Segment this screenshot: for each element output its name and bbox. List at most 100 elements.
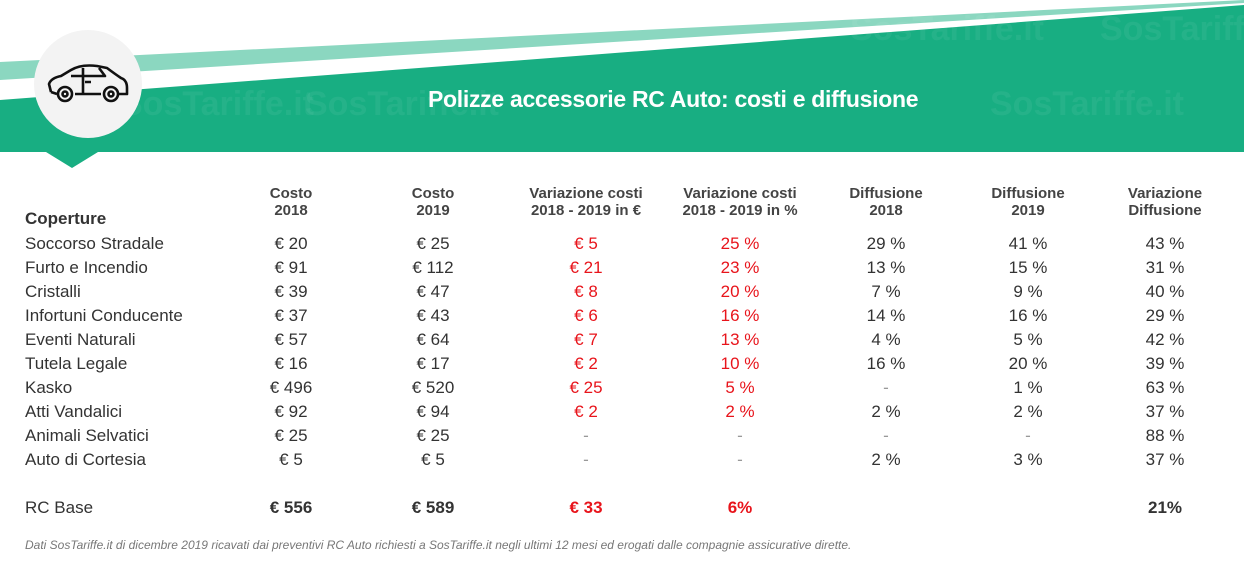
- watermark: SosTariffe.it: [120, 85, 314, 123]
- watermark: SosTariffe.it: [850, 10, 1044, 48]
- table-cell: € 43: [416, 306, 450, 325]
- header-banner: [0, 0, 1244, 168]
- table-cell: 31 %: [1145, 258, 1185, 277]
- row-label: Tutela Legale: [25, 354, 128, 373]
- table-cell: -: [737, 426, 743, 445]
- row-header-label: Coperture: [25, 209, 107, 228]
- table-cell: -: [737, 450, 743, 469]
- table-cell: 29 %: [1145, 306, 1185, 325]
- table-cell: 41 %: [1008, 234, 1048, 253]
- car-icon: [47, 64, 129, 103]
- total-row-label: RC Base: [25, 498, 94, 517]
- table-cell: 16 %: [1008, 306, 1048, 325]
- column-header: Diffusione 2019: [991, 185, 1064, 219]
- column-header-line: Costo: [411, 185, 455, 202]
- table-cell: 4 %: [871, 330, 901, 349]
- column-header: Costo 2019: [412, 185, 455, 219]
- table-cell: € 496: [269, 378, 313, 397]
- watermark: SosTariffe.it: [305, 85, 499, 123]
- table-cell: 37 %: [1145, 450, 1185, 469]
- total-cell: € 556: [269, 498, 313, 517]
- table-cell: 2 %: [725, 402, 755, 421]
- table-cell: € 520: [411, 378, 455, 397]
- table-cell: 2 %: [1013, 402, 1043, 421]
- column-header-line: 2018 - 2019 in €: [530, 202, 642, 219]
- table-cell: 13 %: [866, 258, 906, 277]
- table-cell: 3 %: [1013, 450, 1043, 469]
- table-cell: 42 %: [1145, 330, 1185, 349]
- table-cell: € 25: [416, 426, 450, 445]
- column-header: Variazione costi 2018 - 2019 in %: [682, 185, 797, 219]
- table-cell: € 57: [274, 330, 308, 349]
- table-cell: 88 %: [1145, 426, 1185, 445]
- table-cell: -: [1025, 426, 1031, 445]
- table-cell: -: [883, 378, 889, 397]
- total-cell: € 589: [411, 498, 455, 517]
- table-cell: 29 %: [866, 234, 906, 253]
- column-header-line: Diffusione: [1128, 202, 1202, 219]
- table-cell: € 25: [274, 426, 308, 445]
- light-stripe: [0, 0, 1244, 80]
- page-title: Polizze accessorie RC Auto: costi e diff…: [428, 86, 919, 112]
- row-label: Kasko: [25, 378, 73, 397]
- column-header: Variazione Diffusione: [1128, 185, 1202, 219]
- table-cell: 10 %: [720, 354, 760, 373]
- column-header-line: 2019: [1011, 202, 1045, 219]
- table-cell: -: [883, 426, 889, 445]
- column-header-line: Variazione costi: [683, 185, 797, 202]
- table-cell: 9 %: [1013, 282, 1043, 301]
- table-cell: € 25: [569, 378, 603, 397]
- row-label: Animali Selvatici: [25, 426, 149, 445]
- table-cell: 16 %: [720, 306, 760, 325]
- row-label: Auto di Cortesia: [25, 450, 146, 469]
- column-header: Diffusione 2018: [849, 185, 922, 219]
- column-header-line: Diffusione: [991, 185, 1065, 202]
- table-cell: € 5: [421, 450, 445, 469]
- column-header-line: 2018: [869, 202, 903, 219]
- watermark: SosTariffe.it: [1100, 10, 1244, 48]
- table-cell: € 21: [569, 258, 603, 277]
- pointer-triangle: [46, 152, 98, 168]
- total-cell: 6%: [727, 498, 753, 517]
- table-cell: 7 %: [871, 282, 901, 301]
- table-cell: 43 %: [1145, 234, 1185, 253]
- table-cell: € 2: [574, 402, 598, 421]
- table-cell: 25 %: [720, 234, 760, 253]
- table-cell: € 92: [274, 402, 308, 421]
- green-band: [0, 5, 1244, 152]
- table-cell: 5 %: [1013, 330, 1043, 349]
- column-header-line: Variazione costi: [529, 185, 643, 202]
- table-cell: € 112: [412, 258, 454, 277]
- table-cell: -: [583, 450, 589, 469]
- table-cell: 14 %: [866, 306, 906, 325]
- row-label: Eventi Naturali: [25, 330, 136, 349]
- table-cell: € 47: [416, 282, 450, 301]
- column-header-line: 2018: [274, 202, 308, 219]
- table-cell: € 94: [416, 402, 450, 421]
- table-cell: € 39: [274, 282, 308, 301]
- column-header: Costo 2018: [270, 185, 313, 219]
- table-cell: € 64: [416, 330, 450, 349]
- table-cell: 20 %: [1008, 354, 1048, 373]
- table-cell: 13 %: [720, 330, 760, 349]
- table-cell: 63 %: [1145, 378, 1185, 397]
- column-header-line: 2018 - 2019 in %: [682, 202, 798, 219]
- table-cell: 20 %: [720, 282, 760, 301]
- table-cell: € 5: [279, 450, 303, 469]
- table-cell: 5 %: [725, 378, 755, 397]
- icon-circle: [34, 30, 142, 138]
- table-cell: 2 %: [871, 450, 901, 469]
- table-cell: € 8: [574, 282, 598, 301]
- table-cell: € 17: [416, 354, 450, 373]
- column-header-line: 2019: [416, 202, 450, 219]
- row-label: Soccorso Stradale: [25, 234, 164, 253]
- table-cell: 16 %: [866, 354, 906, 373]
- table-cell: € 25: [416, 234, 450, 253]
- table-cell: € 37: [274, 306, 308, 325]
- total-cell: 21%: [1147, 498, 1183, 517]
- table-cell: € 6: [574, 306, 598, 325]
- column-header-line: Costo: [269, 185, 313, 202]
- table-cell: -: [583, 426, 589, 445]
- table-cell: € 91: [274, 258, 308, 277]
- table-cell: 23 %: [720, 258, 760, 277]
